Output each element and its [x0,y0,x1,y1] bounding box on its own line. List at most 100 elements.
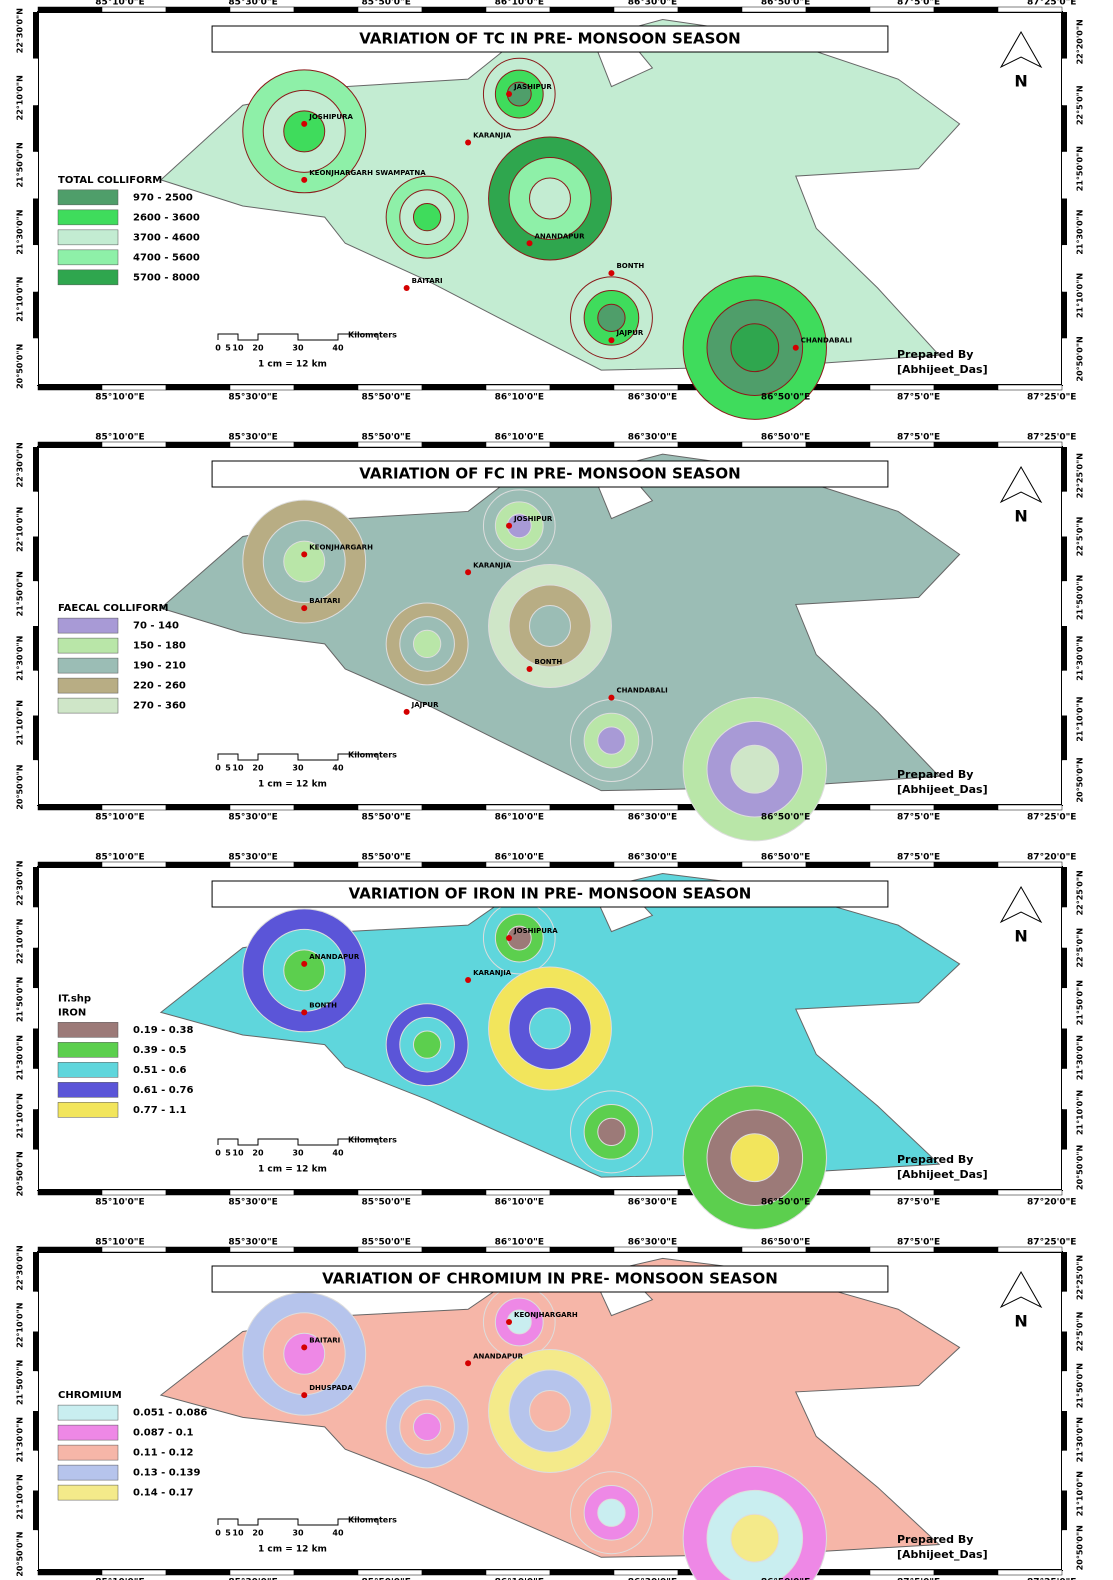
border-bar [33,1451,38,1491]
lon-label: 87°5'0"E [897,853,940,863]
border-bar [33,626,38,671]
place-label: KEONJHARGARH [514,1311,578,1319]
border-bar [33,671,38,716]
border-bar [166,442,230,447]
lat-label: 21°30'0"N [16,636,25,681]
scale-tick: 20 [252,1529,264,1538]
lon-label: 87°5'0"E [897,393,940,403]
border-bar [1062,716,1067,761]
lon-label: 86°30'0"E [628,393,677,403]
lat-label: 20°50'0"N [1076,336,1085,381]
lat-label: 22°30'0"N [16,8,25,53]
border-bar [678,1247,742,1252]
border-bar [998,385,1062,390]
place-label: DHUSPADA [309,1384,353,1392]
border-bar [33,338,38,385]
border-bar [33,581,38,626]
legend-label: 190 - 210 [133,661,186,672]
legend-swatch [58,1425,118,1440]
border-bar [33,988,38,1028]
place-marker [506,523,512,529]
lon-label: 87°25'0"E [1027,0,1076,8]
lon-label: 85°50'0"E [361,0,410,8]
lat-label: 22°25'0"N [1076,870,1085,915]
border-bar [33,537,38,582]
border-bar [550,7,614,12]
border-bar [166,7,230,12]
legend-label: 150 - 180 [133,641,186,652]
scale-tick: 0 [215,1529,221,1538]
border-bar [1062,1451,1067,1491]
scale-tick: 0 [215,764,221,773]
scale-tick: 10 [232,1149,244,1158]
legend-swatch [58,190,118,205]
border-bar [550,442,614,447]
place-marker [527,666,533,672]
border-bar [486,1190,550,1195]
legend-label: 270 - 360 [133,701,186,712]
border-bar [230,7,294,12]
scale-tick: 40 [332,344,344,353]
lon-label: 86°30'0"E [628,433,677,443]
lon-label: 87°5'0"E [897,813,940,823]
border-bar [1062,338,1067,385]
lat-label: 22°5'0"N [1076,517,1085,557]
border-bar [934,862,998,867]
scale-tick: 40 [332,764,344,773]
contour-zone [598,304,625,331]
lat-label: 21°10'0"N [1076,273,1085,318]
border-bar [1062,447,1067,492]
place-label: KEONJHARGARH [309,543,373,551]
border-bar [102,1190,166,1195]
lon-label: 86°30'0"E [628,1238,677,1248]
border-bar [102,7,166,12]
lon-label: 86°50'0"E [761,1198,810,1208]
place-label: BONTH [535,658,563,666]
border-bar [678,862,742,867]
border-bar [38,1570,102,1575]
border-bar [33,105,38,152]
border-bar [934,442,998,447]
border-bar [358,1190,422,1195]
border-bar [1062,671,1067,716]
border-bar [102,385,166,390]
legend-swatch [58,1405,118,1420]
scale-tick: 10 [232,1529,244,1538]
place-marker [465,569,471,575]
credit: [Abhijeet_Das] [897,1548,988,1561]
place-marker [608,270,614,276]
contour-zone [731,324,779,372]
border-bar [870,805,934,810]
place-marker [793,345,799,351]
border-bar [422,7,486,12]
border-bar [33,1069,38,1109]
contour-zone [530,1008,571,1049]
lat-label: 21°50'0"N [16,1360,25,1405]
contour-zone [413,1031,440,1058]
border-bar [1062,626,1067,671]
legend-label: 0.77 - 1.1 [133,1105,187,1116]
lon-label: 85°30'0"E [228,0,277,8]
scale-ratio: 1 cm = 12 km [258,1165,327,1175]
lat-label: 22°30'0"N [16,442,25,487]
border-bar [934,1190,998,1195]
contour-zone [530,606,571,647]
lat-label: 21°30'0"N [1076,209,1085,254]
scale-tick: 10 [232,344,244,353]
border-bar [294,1570,358,1575]
legend-swatch [58,1022,118,1037]
legend-label: 0.11 - 0.12 [133,1448,194,1459]
map-panel: VARIATION OF TC IN PRE- MONSOON SEASON85… [16,0,1085,419]
lon-label: 87°25'0"E [1027,433,1076,443]
border-bar [998,1190,1062,1195]
scale-tick: 5 [225,764,231,773]
legend-label: 70 - 140 [133,621,179,632]
border-bar [358,862,422,867]
border-bar [38,385,102,390]
place-marker [404,709,410,715]
border-bar [486,442,550,447]
border-bar [934,805,998,810]
border-bar [1062,760,1067,805]
lon-label: 85°10'0"E [95,1238,144,1248]
border-bar [614,1247,678,1252]
